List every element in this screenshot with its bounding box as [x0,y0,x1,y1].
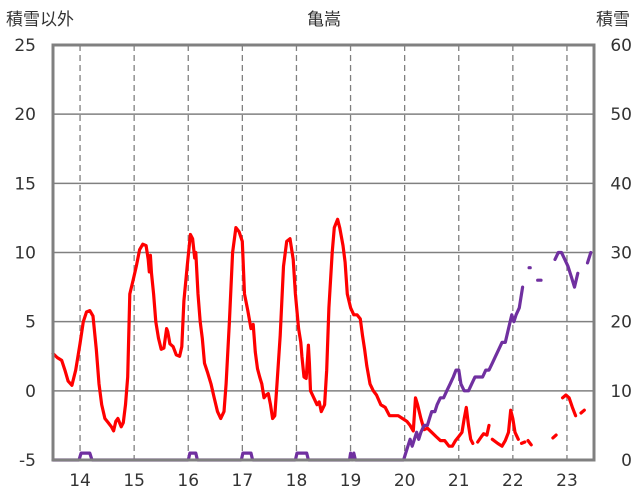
snow-depth-line [585,250,593,265]
right-tick-label: 10 [610,382,632,402]
right-tick-label: 60 [610,36,632,56]
left-tick-label: -5 [19,451,36,471]
temperature-line [490,408,520,448]
right-tick-label: 40 [610,174,632,194]
chart-title: 亀嵩 [307,10,341,30]
right-axis-ticks: 0 10 20 30 40 50 60 [610,36,632,471]
x-tick-label: 16 [177,471,199,491]
temperature-line [476,423,491,444]
temperature-line [526,439,533,447]
x-tick-label: 19 [340,471,362,491]
right-tick-label: 0 [621,451,632,471]
x-tick-label: 21 [448,471,470,491]
x-tick-label: 17 [232,471,254,491]
left-tick-label: 5 [25,313,36,333]
x-tick-label: 14 [69,471,91,491]
plot-frame [51,43,596,462]
left-tick-label: 15 [14,174,36,194]
temperature-line [51,217,475,448]
x-tick-label: 18 [286,471,308,491]
left-tick-label: 0 [25,382,36,402]
temperature-line [579,408,586,415]
temperature-line [551,433,558,440]
right-tick-label: 20 [610,313,632,333]
series-layer [51,217,593,462]
snow-depth-line [51,285,525,462]
right-tick-label: 30 [610,244,632,264]
temperature-line [561,393,578,418]
right-axis-title: 積雪 [596,10,630,30]
left-tick-label: 20 [14,105,36,125]
left-tick-label: 25 [14,36,36,56]
x-tick-label: 22 [502,471,524,491]
left-axis-title: 積雪以外 [6,10,74,30]
gridlines [53,44,594,461]
left-tick-label: 10 [14,244,36,264]
snow-depth-line [553,250,580,289]
left-axis-ticks: -5 0 5 10 15 20 25 [14,36,36,471]
temperature-line [519,440,527,445]
x-axis-ticks: 14 15 16 17 18 19 20 21 22 23 [69,471,578,491]
x-tick-label: 20 [394,471,416,491]
x-tick-label: 23 [556,471,578,491]
x-tick-label: 15 [123,471,145,491]
right-tick-label: 50 [610,105,632,125]
